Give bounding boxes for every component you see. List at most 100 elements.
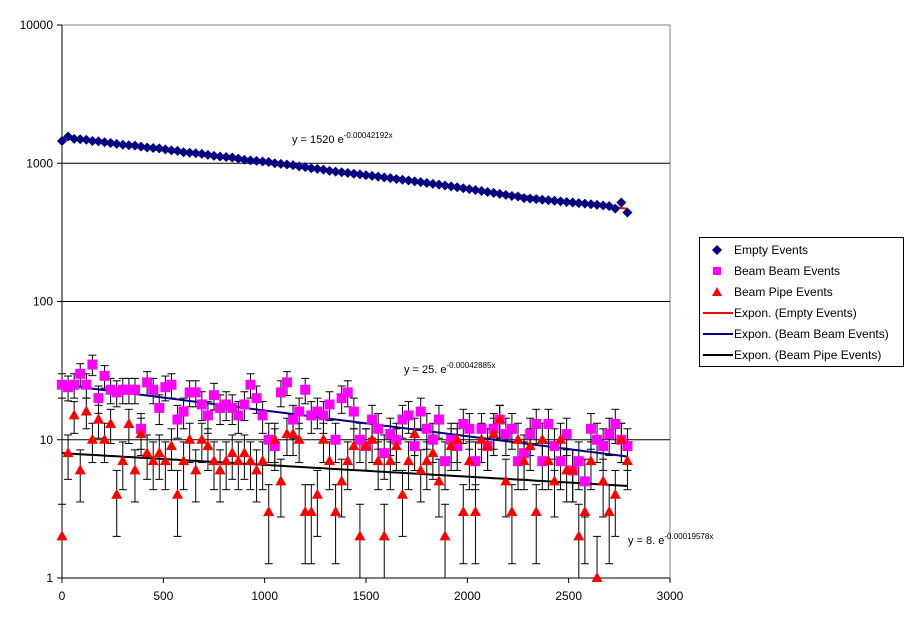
point-beam-pipe-events	[226, 447, 238, 458]
point-empty-events	[409, 176, 420, 187]
point-beam-pipe-events	[336, 475, 348, 486]
point-beam-pipe-events	[415, 464, 427, 475]
point-empty-events	[202, 149, 213, 160]
point-beam-pipe-events	[567, 464, 579, 475]
point-empty-events	[294, 161, 305, 172]
point-empty-events	[166, 145, 177, 156]
point-beam-pipe-events	[147, 455, 159, 466]
point-beam-pipe-events	[324, 455, 336, 466]
point-beam-beam-events	[209, 390, 219, 401]
point-beam-pipe-events	[153, 447, 165, 458]
point-empty-events	[281, 159, 292, 170]
point-beam-beam-events	[427, 434, 438, 445]
point-beam-beam-events	[622, 441, 633, 452]
y-tick-label: 10	[40, 433, 54, 447]
point-beam-beam-events	[99, 370, 110, 381]
point-beam-pipe-events	[287, 428, 299, 439]
point-beam-beam-events	[525, 429, 536, 440]
point-beam-pipe-events	[469, 506, 481, 517]
point-beam-beam-events	[269, 441, 280, 452]
point-beam-beam-events	[573, 456, 584, 467]
point-beam-pipe-events	[269, 433, 281, 444]
point-beam-pipe-events	[482, 440, 494, 451]
point-beam-pipe-events	[524, 440, 536, 451]
point-empty-events	[330, 166, 341, 177]
point-beam-pipe-events	[62, 447, 74, 458]
point-beam-pipe-events	[202, 440, 214, 451]
point-empty-events	[99, 137, 110, 148]
point-beam-pipe-events	[190, 464, 202, 475]
point-empty-events	[403, 175, 414, 186]
point-beam-beam-events	[531, 418, 542, 429]
point-empty-events	[573, 198, 584, 209]
point-beam-pipe-events	[573, 530, 585, 541]
point-beam-pipe-events	[129, 464, 141, 475]
point-empty-events	[257, 156, 268, 167]
point-beam-beam-events	[348, 406, 359, 417]
point-beam-beam-events	[129, 384, 140, 395]
point-empty-events	[129, 140, 140, 151]
point-beam-pipe-events	[555, 433, 567, 444]
point-beam-beam-events	[330, 434, 341, 445]
point-empty-events	[488, 187, 499, 198]
point-beam-pipe-events	[360, 440, 372, 451]
point-beam-pipe-events	[74, 464, 86, 475]
legend-label: Beam Pipe Events	[734, 285, 833, 299]
point-beam-pipe-events	[232, 455, 244, 466]
point-beam-pipe-events	[68, 409, 80, 420]
point-empty-events	[433, 179, 444, 190]
point-beam-pipe-events	[372, 455, 384, 466]
point-beam-pipe-events	[500, 475, 512, 486]
point-beam-pipe-events	[117, 455, 129, 466]
point-empty-events	[543, 195, 554, 206]
point-beam-beam-events	[111, 387, 122, 398]
point-beam-pipe-events	[542, 455, 554, 466]
point-beam-beam-events	[215, 402, 226, 413]
point-beam-pipe-events	[421, 455, 433, 466]
point-beam-beam-events	[196, 399, 207, 410]
point-beam-beam-events	[160, 382, 171, 393]
point-beam-beam-events	[227, 402, 238, 413]
trendline	[61, 383, 628, 458]
point-beam-beam-events	[245, 379, 256, 390]
point-beam-beam-events	[464, 423, 475, 434]
point-beam-pipe-events	[141, 447, 153, 458]
point-beam-beam-events	[385, 429, 396, 440]
point-empty-events	[348, 168, 359, 179]
point-beam-pipe-events	[348, 440, 360, 451]
x-tick-label: 2000	[454, 589, 481, 603]
point-beam-pipe-events	[111, 488, 123, 499]
point-beam-pipe-events	[196, 433, 208, 444]
point-beam-pipe-events	[457, 506, 469, 517]
point-beam-beam-events	[63, 382, 74, 393]
trend-equation: y = 1520 e-0.00042192x	[292, 131, 393, 146]
point-beam-pipe-events	[621, 455, 633, 466]
line-red-icon	[700, 303, 734, 323]
point-beam-pipe-events	[494, 413, 506, 424]
gridlines	[62, 24, 671, 578]
point-beam-beam-events	[610, 418, 621, 429]
point-beam-beam-events	[561, 429, 572, 440]
point-beam-pipe-events	[409, 428, 421, 439]
point-empty-events	[397, 174, 408, 185]
point-beam-pipe-events	[366, 433, 378, 444]
y-tick-label: 10000	[20, 18, 54, 32]
point-beam-beam-events	[397, 414, 408, 425]
point-beam-beam-events	[324, 399, 335, 410]
legend-label: Expon. (Beam Pipe Events)	[734, 348, 882, 362]
point-beam-beam-events	[373, 423, 384, 434]
point-empty-events	[306, 163, 317, 174]
point-beam-beam-events	[452, 441, 463, 452]
legend-item-beam-pipe-events: Beam Pipe Events	[700, 282, 833, 302]
point-beam-beam-events	[585, 423, 596, 434]
point-beam-pipe-events	[396, 488, 408, 499]
point-empty-events	[519, 193, 530, 204]
point-empty-events	[239, 154, 250, 165]
point-beam-beam-events	[123, 384, 134, 395]
point-beam-beam-events	[537, 456, 548, 467]
trend-equations: y = 1520 e-0.00042192x y = 25. e-0.000428…	[292, 131, 713, 547]
point-beam-beam-events	[433, 414, 444, 425]
point-beam-pipe-events	[585, 455, 597, 466]
point-beam-pipe-events	[579, 506, 591, 517]
point-beam-pipe-events	[178, 455, 190, 466]
